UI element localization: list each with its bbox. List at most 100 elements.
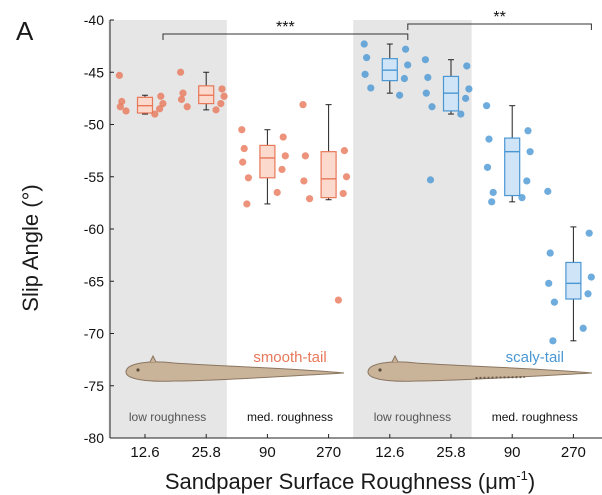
eel-body [125,361,345,382]
data-point [179,89,187,97]
data-point [402,45,410,53]
y-tick-label: -45 [84,64,104,80]
data-point [396,91,404,99]
data-point [156,105,164,113]
data-point [579,324,587,332]
region-label: med. roughness [492,410,578,424]
eel-body [367,361,593,382]
data-point [361,70,369,78]
data-point [526,148,534,156]
region-label: low roughness [129,410,206,424]
region-labels: low roughness med. roughness low roughness… [129,410,578,424]
data-point [546,249,554,257]
data-point [116,103,124,111]
data-point [523,177,531,185]
data-point [306,195,314,203]
panel-label: A [16,16,34,46]
significance-label: ** [493,9,505,26]
eel-fin [149,354,157,363]
significance-bracket [407,23,592,30]
data-point [212,106,220,114]
series-label: smooth-tail [253,349,326,366]
data-point [518,194,526,202]
x-tick-label: 25.8 [436,444,465,461]
data-point [159,100,167,108]
data-point [550,298,559,306]
eel-scales [475,376,525,379]
data-point [549,337,557,345]
x-axis-title: Sandpaper Surface Roughness (μm-1) [165,468,535,494]
data-point [217,100,225,108]
data-point [278,165,286,174]
data-point [279,133,287,141]
eel-fin [391,354,399,363]
data-point [488,198,496,206]
data-point [220,92,228,100]
eel-eye [378,368,382,372]
data-point [243,200,251,208]
data-point [463,62,471,70]
data-points [115,40,595,345]
region-label: low roughness [374,410,451,424]
data-point [489,188,497,197]
data-point [367,84,375,92]
box [259,144,276,179]
data-point [273,188,281,197]
x-tick-label: 270 [316,444,341,461]
data-point [544,187,552,195]
x-tick-label: 90 [504,444,521,461]
y-axis-title: Slip Angle (°) [18,184,43,311]
data-point [183,103,191,111]
data-point [457,110,465,118]
data-point [177,95,186,104]
data-point [584,290,592,298]
y-tick-label: -55 [84,169,104,185]
x-tick-label: 12.6 [130,444,159,461]
data-point [122,107,130,115]
y-axis: -40 -45 -50 -55 -60 -65 -70 -75 -80 [84,12,114,446]
box [320,151,337,199]
data-point [339,189,347,198]
x-tick-label: 90 [259,444,276,461]
eel-illustrations [125,354,593,382]
data-point [483,163,492,171]
data-point [300,177,308,185]
data-point [422,89,430,97]
x-tick-label: 270 [561,444,586,461]
series-label: scaly-tail [506,349,564,366]
data-point [400,74,408,83]
data-point [465,85,473,93]
y-tick-label: -40 [84,12,104,28]
y-tick-label: -80 [84,430,104,446]
x-axis: 12.6 25.8 90 270 12.6 25.8 90 270 [110,434,602,461]
series-annotations: smooth-tail scaly-tail [253,349,564,366]
data-point [428,103,436,111]
data-point [363,54,371,62]
data-point [218,85,226,93]
data-point [462,94,470,102]
data-point [157,92,165,100]
y-tick-label: -70 [84,326,104,342]
data-point [485,135,493,143]
eel-eye [136,368,140,372]
y-tick-label: -65 [84,273,104,289]
data-point [115,71,123,79]
box [504,137,521,197]
data-point [545,279,553,287]
x-tick-label: 25.8 [192,444,221,461]
data-point [239,158,247,166]
data-point [177,68,185,76]
data-point [524,127,532,135]
data-point [301,152,309,160]
data-point [334,296,342,304]
y-tick-label: -60 [84,221,104,237]
data-point [340,147,348,155]
data-point [238,126,246,134]
region-label: med. roughness [247,410,333,424]
data-point [240,144,248,153]
data-point [483,102,491,110]
data-point [281,152,289,160]
data-point [151,110,159,118]
data-point [342,173,351,181]
